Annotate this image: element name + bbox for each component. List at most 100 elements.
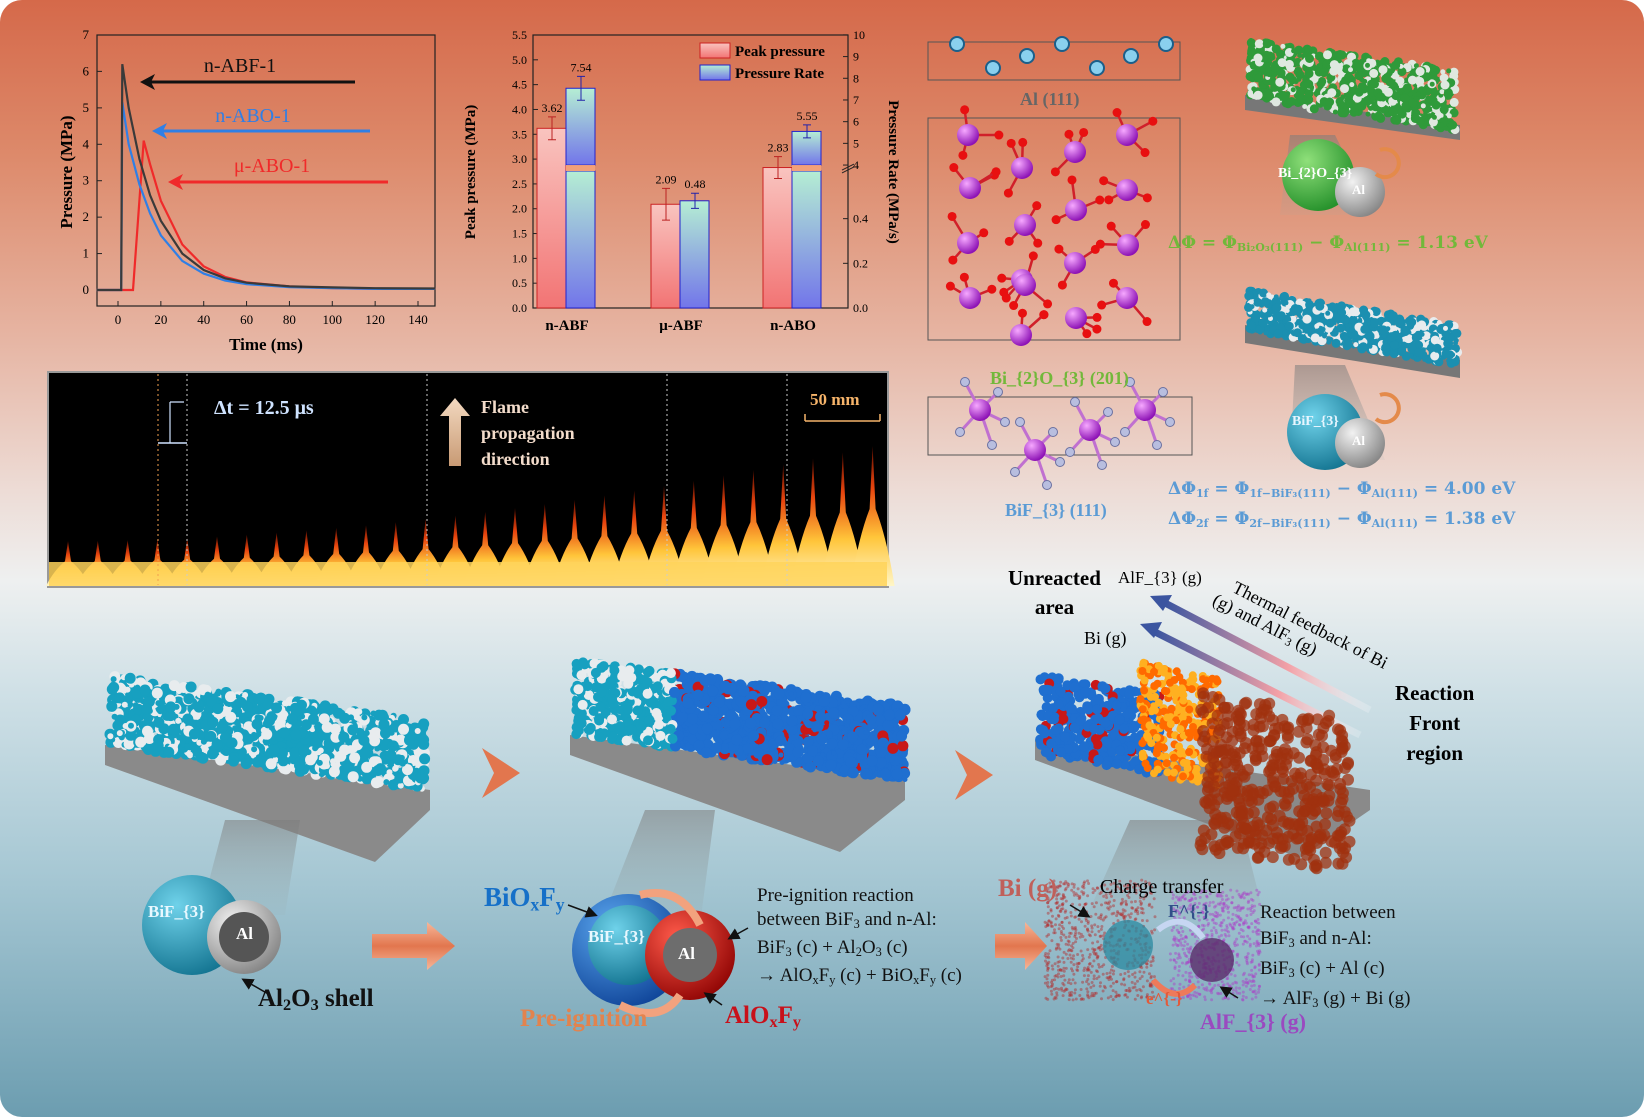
particle [1443,325,1448,331]
crystal-structures [927,36,1193,490]
particle [1101,760,1112,771]
particle [1367,343,1373,349]
particle [1359,305,1369,315]
particle [1253,53,1263,63]
particle [1365,111,1371,117]
particle [1111,700,1122,711]
peak-error-bar [548,116,556,141]
o-atom [1108,278,1118,288]
particle [1039,728,1050,739]
dt-label: Δt = 12.5 μs [214,397,314,419]
bi-atom [1134,399,1156,421]
particle [153,734,165,746]
particle [1316,78,1326,88]
flame-base [49,562,887,586]
particle [1291,48,1297,54]
particle [856,743,868,755]
particle [392,778,399,785]
particle [110,676,117,683]
particle [642,667,653,678]
particle [1285,72,1295,82]
particle [1408,91,1414,97]
particle [800,748,806,754]
particle [1273,294,1279,300]
dt-leader [169,401,184,443]
particle [155,700,162,707]
f-atom [1165,417,1175,427]
particle [865,713,877,725]
particle [1304,69,1314,79]
particle [1247,320,1257,330]
y-tick-label: 4 [83,136,90,151]
particle [652,681,663,692]
o-atom [987,284,997,294]
particle [1394,84,1400,90]
particle [338,731,350,743]
x-tick-label: 0 [115,312,122,327]
particle [1383,87,1393,97]
y-tick-label: 0 [83,282,90,297]
y-tick-label: 5.0 [512,53,527,67]
particle [263,739,270,746]
particle [197,700,204,707]
particle [1251,86,1257,92]
y-tick-label: 7 [83,27,90,42]
o-atom [1033,238,1043,248]
x-tick-label: 40 [197,312,210,327]
particle [1446,68,1452,74]
particle [176,688,182,695]
f-atom [987,440,997,450]
particle [738,685,750,697]
pointer-arrow [703,992,723,1006]
particle [761,754,773,766]
category-label: μ-ABF [659,318,703,334]
particle [1453,340,1458,346]
particle [1327,78,1333,84]
o-atom [997,273,1007,283]
particle [165,701,177,713]
particle [1049,714,1059,725]
particle [579,659,590,670]
particle [1365,332,1375,342]
particle [1266,72,1272,78]
particle [1089,723,1099,734]
o-atom [994,130,1004,140]
particle [701,723,713,735]
f-atom [1120,427,1130,437]
y-tick-label: 2.0 [512,202,527,216]
arrowhead-icon [152,123,167,139]
particle [828,707,839,719]
peak-value-label: 3.62 [542,101,563,115]
rate-error-bar [577,75,585,101]
o-atom [1039,310,1049,320]
particle [398,723,409,735]
particle [633,664,644,675]
peak-pressure-bar [536,127,567,309]
o-atom [1003,188,1013,198]
particle [755,684,761,690]
particle [271,702,282,714]
pressure-rate-bar [679,200,710,309]
particle [265,758,277,770]
particle [399,760,406,767]
direction-label-1: Flame [481,397,529,417]
particle [1368,105,1374,111]
legend-rate-label: Pressure Rate [735,66,824,82]
particle [1111,758,1122,769]
y2-tick-label: 0.2 [853,256,868,270]
particle [1394,318,1404,328]
particle [1295,70,1305,80]
particle [812,720,824,732]
particle [1269,52,1275,58]
particle [339,712,351,724]
particle [845,756,857,768]
particle [1402,83,1412,93]
peak-value-label: 2.83 [768,141,789,155]
particle [1364,96,1370,101]
particle [1248,299,1254,305]
y-tick-label: 2.5 [512,177,527,191]
o-atom [979,228,989,238]
particle [255,754,262,761]
legend-peak-label: Peak pressure [735,44,825,60]
